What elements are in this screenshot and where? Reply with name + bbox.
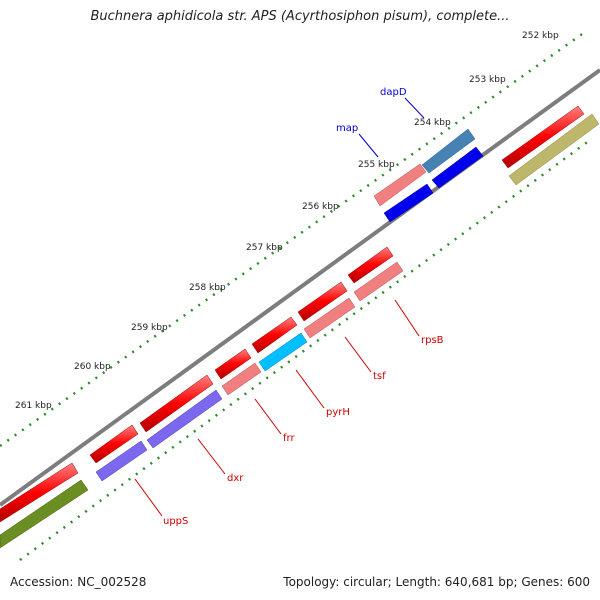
dxr-feature[interactable] [146,389,223,449]
cds-feature[interactable] [251,316,298,354]
uppS-feature[interactable] [95,440,148,482]
khaki-feature[interactable] [508,113,600,186]
cds-feature[interactable] [347,246,394,284]
outer-tick-line [0,30,586,448]
kbp-label-256: 256 kbp [302,202,339,212]
olive-feature[interactable] [0,479,89,549]
gene-label-dapD: dapD [380,87,407,98]
cds-feature[interactable] [0,462,79,523]
kbp-label-257: 257 kbp [246,243,283,253]
kbp-label-252: 252 kbp [522,31,559,41]
gene-label-rpsB: rpsB [421,335,444,346]
inner-strand-features [0,113,600,549]
cds-feature[interactable] [214,348,252,380]
kbp-label-260: 260 kbp [74,362,111,372]
map-title: Buchnera aphidicola str. APS (Acyrthosip… [90,9,510,24]
kbp-label-255: 255 kbp [358,160,395,170]
gene-label-frr: frr [283,433,295,444]
cds-feature[interactable] [89,424,139,464]
rpsB-feature[interactable] [353,261,404,302]
cds-feature[interactable] [297,281,348,322]
kbp-label-254: 254 kbp [414,118,451,128]
inner-tick-line [19,138,591,562]
gene-label-uppS: uppS [163,516,188,527]
kbp-label-261: 261 kbp [15,401,52,411]
gene-label-dxr: dxr [227,473,244,484]
pyrH-feature[interactable] [258,332,308,372]
tsf-feature[interactable] [303,297,356,339]
genome-summary-text: Topology: circular; Length: 640,681 bp; … [283,575,590,589]
blue-feature[interactable] [431,146,484,189]
accession-text: Accession: NC_002528 [10,575,147,589]
frr-feature[interactable] [221,362,262,396]
dapD-feature[interactable] [421,128,476,174]
map-feature[interactable] [383,183,434,223]
map-upper-feature[interactable] [373,163,427,207]
backbone-line [0,68,600,507]
kbp-label-253: 253 kbp [469,75,506,85]
outer-strand-features [0,105,585,523]
kbp-label-258: 258 kbp [189,283,226,293]
kbp-label-259: 259 kbp [131,323,168,333]
gene-label-map: map [336,123,358,134]
cds-feature[interactable] [139,374,214,433]
gene-label-tsf: tsf [373,371,386,382]
gene-label-pyrH: pyrH [326,407,350,418]
cds-feature[interactable] [501,105,585,169]
leader-lines [134,97,425,517]
